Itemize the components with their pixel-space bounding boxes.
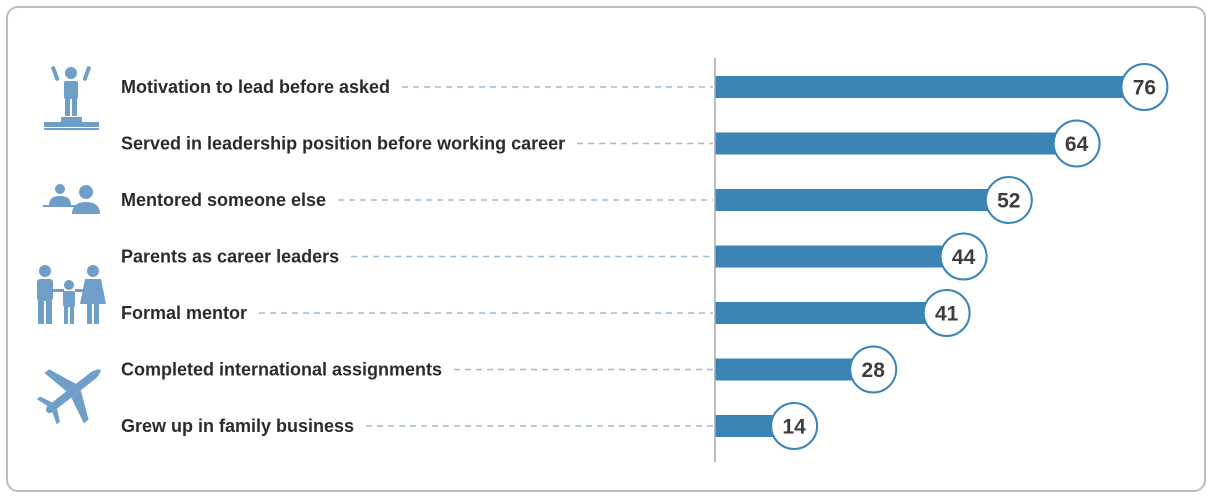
value-circle	[770, 402, 819, 450]
value-circle	[939, 232, 988, 281]
bar-rows: Motivation to lead before asked 76 Served …	[121, 63, 1169, 450]
category-label: Formal mentor	[121, 303, 247, 323]
bar-row: Grew up in family business 14	[121, 402, 819, 450]
family-icon	[37, 265, 106, 324]
bar	[715, 132, 1058, 155]
bar-row: Formal mentor 41	[121, 289, 971, 337]
bar	[715, 76, 1126, 98]
category-label: Motivation to lead before asked	[121, 77, 390, 97]
category-label: Served in leadership position before wor…	[121, 134, 565, 154]
bar-row: Motivation to lead before asked 76	[121, 63, 1169, 111]
value-circle	[984, 176, 1033, 224]
value-label: 52	[997, 190, 1020, 213]
bar	[715, 302, 928, 324]
bar	[715, 358, 855, 381]
bar	[715, 415, 776, 437]
mentoring-people-icon	[43, 184, 100, 214]
icons-layer	[36, 66, 106, 425]
value-circle	[1120, 63, 1169, 111]
bar-row: Mentored someone else 52	[121, 176, 1033, 224]
podium-person-icon	[44, 66, 99, 130]
bar-row: Parents as career leaders 44	[121, 232, 988, 281]
value-label: 41	[935, 303, 959, 326]
value-circle	[1052, 119, 1101, 168]
category-label: Parents as career leaders	[121, 247, 339, 267]
value-circle	[922, 289, 971, 337]
category-label: Completed international assignments	[121, 360, 442, 380]
value-label: 28	[862, 359, 886, 382]
category-label: Mentored someone else	[121, 190, 326, 210]
category-label: Grew up in family business	[121, 416, 354, 436]
value-label: 64	[1065, 133, 1089, 156]
bar-row: Completed international assignments 28	[121, 345, 898, 394]
bar-row: Served in leadership position before wor…	[121, 119, 1101, 168]
bar	[715, 245, 945, 268]
value-label: 44	[952, 246, 976, 269]
value-circle	[849, 345, 898, 394]
airplane-icon	[36, 369, 101, 425]
bar	[715, 189, 990, 211]
value-label: 76	[1133, 77, 1156, 100]
value-label: 14	[782, 416, 806, 439]
